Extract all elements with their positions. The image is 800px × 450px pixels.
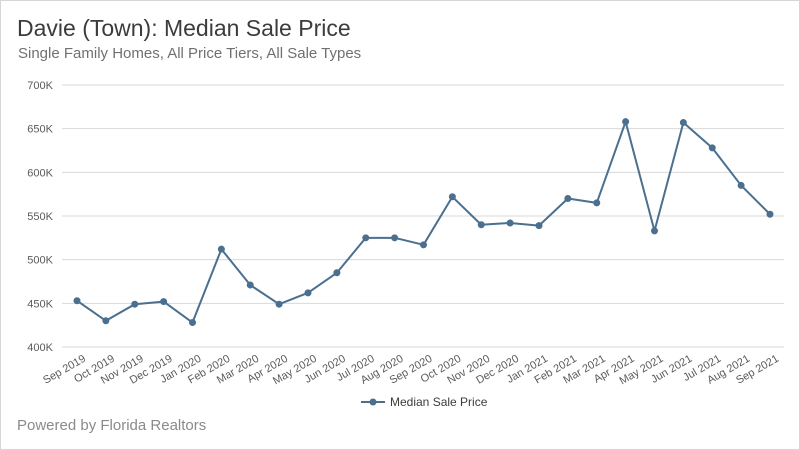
y-tick-label: 450K [27,298,53,310]
y-tick-label: 550K [27,211,53,223]
data-point[interactable] [766,210,774,218]
legend-marker [369,398,377,406]
data-point[interactable] [679,119,687,127]
data-point[interactable] [189,319,196,327]
data-point[interactable] [448,193,456,201]
data-point[interactable] [391,234,399,242]
y-tick-label: 400K [27,342,53,354]
data-point[interactable] [535,222,543,230]
data-point[interactable] [73,297,81,305]
data-point[interactable] [362,234,370,242]
data-point[interactable] [651,227,658,235]
data-point[interactable] [160,298,168,306]
chart-subtitle: Single Family Homes, All Price Tiers, Al… [18,45,362,62]
series-layer [73,118,774,327]
series-line [76,120,771,324]
data-point[interactable] [708,144,716,152]
data-point[interactable] [102,317,110,325]
data-point[interactable] [275,300,283,308]
y-axis-ticks: 400K 450K 500K 550K 600K 650K 700K [27,80,53,354]
data-point[interactable] [622,118,630,126]
y-tick-label: 700K [27,80,53,92]
data-point[interactable] [477,221,485,229]
data-point[interactable] [246,281,254,289]
data-point[interactable] [131,300,139,308]
footer-credit: Powered by Florida Realtors [17,417,207,434]
data-point[interactable] [420,241,427,249]
data-point[interactable] [737,181,745,189]
y-tick-label: 600K [27,167,53,179]
y-tick-label: 650K [27,124,53,136]
grid-lines [62,84,784,348]
data-point[interactable] [333,269,341,277]
data-point[interactable] [506,219,514,227]
data-point[interactable] [304,289,312,297]
data-point[interactable] [217,245,225,253]
y-tick-label: 500K [27,255,53,267]
chart-title: Davie (Town): Median Sale Price [17,15,351,41]
legend-label[interactable]: Median Sale Price [390,395,488,409]
data-point[interactable] [564,195,572,203]
data-point[interactable] [593,199,601,207]
legend: Median Sale Price [361,395,488,409]
